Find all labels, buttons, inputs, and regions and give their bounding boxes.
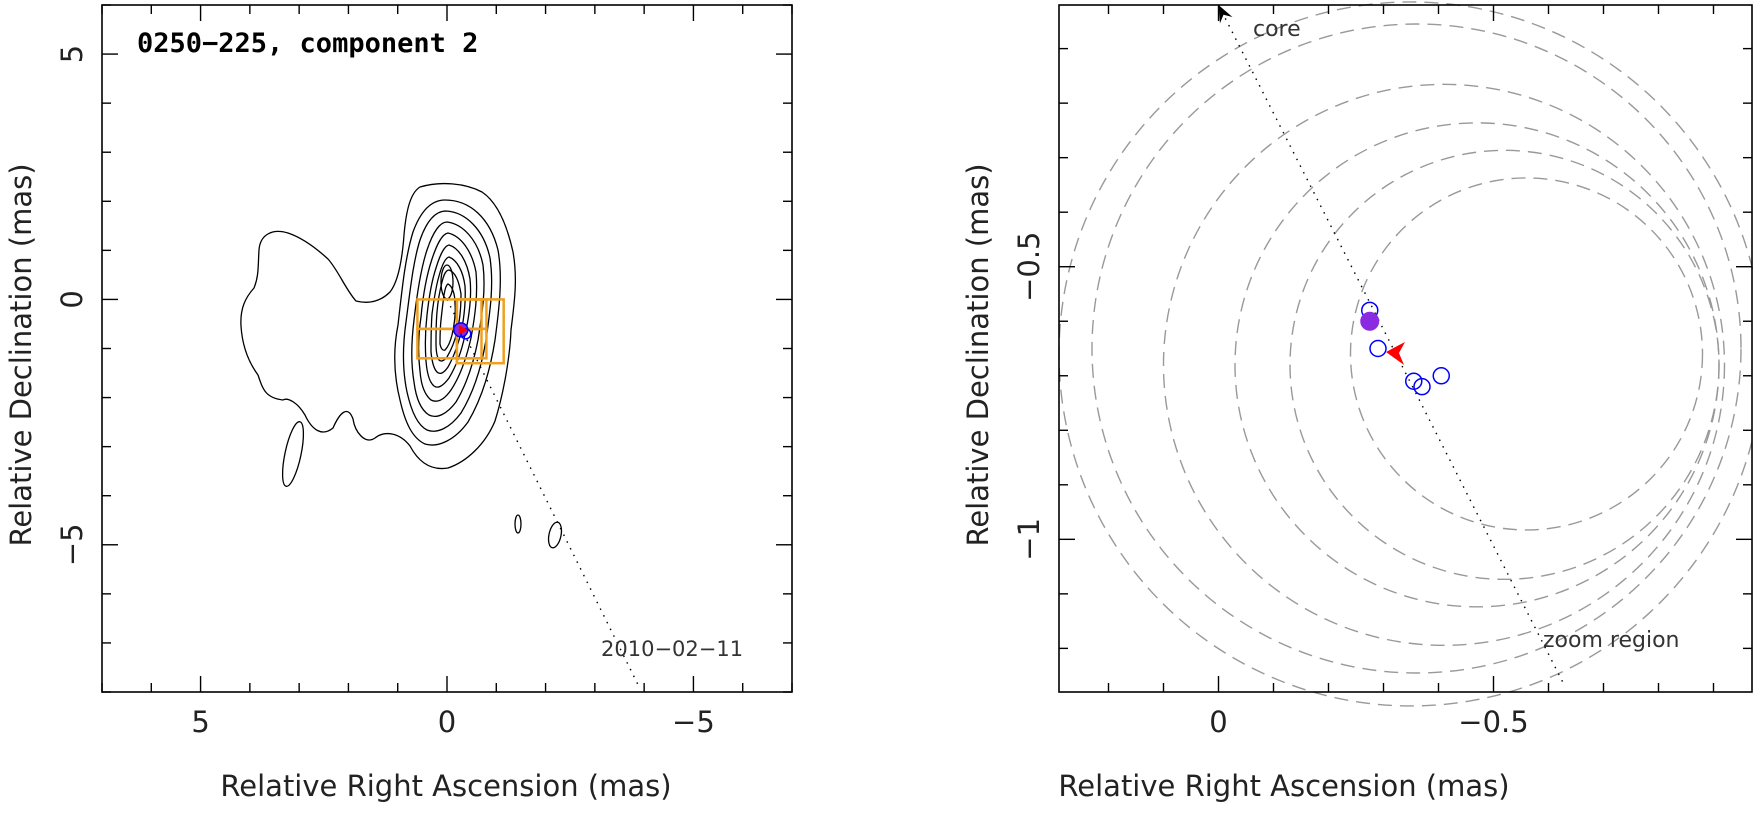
zoom-region-annotation: zoom region bbox=[1543, 628, 1679, 653]
core-annotation: core bbox=[1253, 17, 1301, 42]
x-tick-label: 0 bbox=[438, 705, 456, 739]
y-tick-label: −0.5 bbox=[1012, 232, 1046, 302]
contour-level-1 bbox=[240, 182, 517, 470]
error-circle bbox=[1162, 83, 1726, 647]
core-direction-arrowhead bbox=[1218, 5, 1233, 24]
right-tick-labels: 0 −0.5 −0.5 −1 bbox=[1012, 232, 1529, 739]
right-y-axis-label: Relative Declination (mas) bbox=[961, 163, 995, 546]
open-position-point bbox=[1369, 339, 1387, 358]
contour-level-4 bbox=[411, 221, 485, 417]
observation-date: 2010−02−11 bbox=[601, 637, 743, 661]
component-marker bbox=[453, 322, 472, 340]
contour-level-3 bbox=[402, 210, 493, 432]
right-x-axis-label: Relative Right Ascension (mas) bbox=[1058, 769, 1509, 803]
left-axis-ticks bbox=[101, 4, 793, 693]
x-tick-label: −5 bbox=[672, 705, 715, 739]
x-tick-label: 5 bbox=[191, 705, 209, 739]
contour-level-5 bbox=[417, 232, 478, 402]
error-circle bbox=[1091, 23, 1742, 674]
contour-level-8 bbox=[435, 269, 462, 362]
contour-level-2 bbox=[394, 199, 501, 446]
predicted-position-marker bbox=[1386, 341, 1405, 365]
y-tick-label: −1 bbox=[1012, 518, 1046, 561]
left-panel: 5 0 −5 5 0 −5 0250−225, component 2 2010−02−1… bbox=[4, 4, 793, 803]
contour-island-3 bbox=[547, 521, 563, 549]
left-tick-labels: 5 0 −5 5 0 −5 bbox=[55, 45, 715, 739]
left-x-axis-label: Relative Right Ascension (mas) bbox=[220, 769, 671, 803]
error-circles bbox=[1058, 1, 1753, 707]
error-circle bbox=[1349, 177, 1704, 531]
filled-position-point bbox=[1360, 311, 1380, 331]
contour-island-1 bbox=[281, 421, 305, 487]
right-plot-frame bbox=[1058, 4, 1753, 693]
right-axis-ticks bbox=[1059, 5, 1752, 692]
zoom-region-box bbox=[416, 327, 483, 360]
chart-title: 0250−225, component 2 bbox=[137, 28, 478, 59]
contour-level-6 bbox=[424, 244, 472, 388]
y-tick-label: −5 bbox=[55, 523, 89, 566]
x-tick-label: 0 bbox=[1209, 705, 1227, 739]
trajectory-line bbox=[1217, 4, 1566, 687]
x-tick-label: −0.5 bbox=[1458, 705, 1528, 739]
trajectory-line bbox=[446, 299, 640, 688]
y-tick-label: 5 bbox=[55, 45, 89, 63]
open-position-point bbox=[1413, 377, 1431, 396]
open-position-point bbox=[1432, 367, 1450, 385]
contour-island-2 bbox=[514, 514, 522, 534]
component-pointer bbox=[458, 324, 468, 335]
y-tick-label: 0 bbox=[55, 290, 89, 308]
error-circle bbox=[1234, 122, 1720, 608]
right-panel: 0 −0.5 −0.5 −1 core zoom region Relative Ri… bbox=[961, 1, 1753, 803]
left-y-axis-label: Relative Declination (mas) bbox=[4, 163, 38, 546]
component-positions bbox=[1360, 301, 1450, 396]
error-circle bbox=[1289, 149, 1720, 581]
contour-set bbox=[240, 182, 563, 549]
